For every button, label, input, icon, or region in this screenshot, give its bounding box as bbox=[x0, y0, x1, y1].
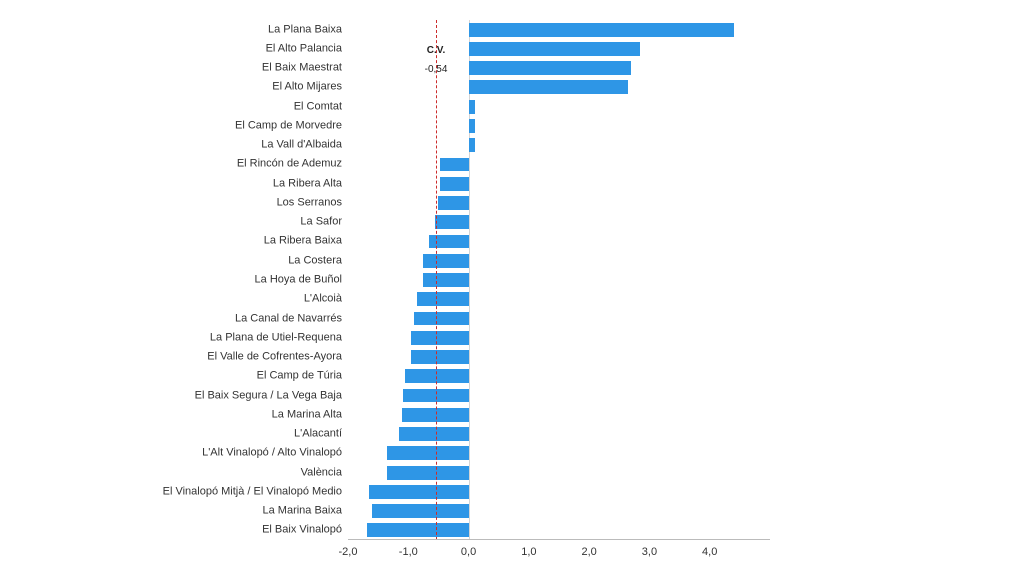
category-label: El Vinalopó Mitjà / El Vinalopó Medio bbox=[163, 486, 342, 497]
x-tick-label: 4,0 bbox=[702, 540, 717, 558]
category-label: València bbox=[301, 467, 342, 478]
category-label: El Camp de Túria bbox=[257, 371, 342, 382]
category-label: Los Serranos bbox=[277, 197, 342, 208]
bar bbox=[411, 350, 468, 364]
category-label: El Baix Maestrat bbox=[262, 63, 342, 74]
category-label: La Vall d'Albaida bbox=[261, 140, 342, 151]
bar-row: La Marina Alta bbox=[348, 405, 770, 424]
category-label: El Baix Segura / La Vega Baja bbox=[195, 390, 342, 401]
category-label: El Alto Palancia bbox=[266, 43, 342, 54]
category-label: El Camp de Morvedre bbox=[235, 120, 342, 131]
category-label: L'Alacantí bbox=[294, 429, 342, 440]
bar-row: La Plana de Utiel-Requena bbox=[348, 328, 770, 347]
bar bbox=[423, 273, 468, 287]
category-label: La Ribera Alta bbox=[273, 178, 342, 189]
bar bbox=[469, 138, 475, 152]
bar bbox=[469, 61, 632, 75]
bar-row: El Baix Vinalopó bbox=[348, 521, 770, 540]
x-tick-label: 0,0 bbox=[461, 540, 476, 558]
category-label: La Safor bbox=[300, 217, 342, 228]
category-label: L'Alt Vinalopó / Alto Vinalopó bbox=[202, 448, 342, 459]
bar-row: El Comtat bbox=[348, 97, 770, 116]
bar bbox=[469, 23, 734, 37]
bar-row: València bbox=[348, 463, 770, 482]
bar-row: El Baix Maestrat bbox=[348, 59, 770, 78]
bar-row: El Alto Mijares bbox=[348, 78, 770, 97]
bar bbox=[440, 158, 469, 172]
bar-row: La Safor bbox=[348, 213, 770, 232]
bar-row: La Canal de Navarrés bbox=[348, 309, 770, 328]
bar-row: La Plana Baixa bbox=[348, 20, 770, 39]
bar-row: L'Alacantí bbox=[348, 424, 770, 443]
x-tick-label: -2,0 bbox=[339, 540, 358, 558]
bar-row: El Valle de Cofrentes-Ayora bbox=[348, 347, 770, 366]
chart-container: La Plana BaixaEl Alto PalanciaEl Baix Ma… bbox=[0, 0, 1024, 576]
bar-row: El Baix Segura / La Vega Baja bbox=[348, 386, 770, 405]
category-label: El Alto Mijares bbox=[272, 82, 342, 93]
bar-row: La Ribera Alta bbox=[348, 174, 770, 193]
reference-value: -0,54 bbox=[425, 64, 448, 75]
bar bbox=[438, 196, 468, 210]
bar bbox=[435, 215, 468, 229]
bar-row: Los Serranos bbox=[348, 193, 770, 212]
category-label: La Marina Baixa bbox=[263, 506, 343, 517]
bar bbox=[367, 523, 468, 537]
bar bbox=[440, 177, 469, 191]
category-label: La Plana de Utiel-Requena bbox=[210, 332, 342, 343]
bar bbox=[417, 292, 468, 306]
bar bbox=[369, 485, 468, 499]
bar-row: El Alto Palancia bbox=[348, 39, 770, 58]
category-label: La Marina Alta bbox=[272, 409, 342, 420]
category-label: La Costera bbox=[288, 255, 342, 266]
bar bbox=[387, 466, 468, 480]
category-label: La Hoya de Buñol bbox=[255, 274, 342, 285]
category-label: El Baix Vinalopó bbox=[262, 525, 342, 536]
bar-row: La Vall d'Albaida bbox=[348, 136, 770, 155]
category-label: El Valle de Cofrentes-Ayora bbox=[207, 352, 342, 363]
bar-row: L'Alcoià bbox=[348, 290, 770, 309]
bar-row: El Camp de Túria bbox=[348, 367, 770, 386]
bar bbox=[372, 504, 468, 518]
reference-label: C.V. bbox=[427, 45, 446, 58]
category-label: La Ribera Baixa bbox=[264, 236, 342, 247]
bar-row: La Marina Baixa bbox=[348, 501, 770, 520]
x-tick-label: 2,0 bbox=[581, 540, 596, 558]
bar-row: El Rincón de Ademuz bbox=[348, 155, 770, 174]
bar bbox=[469, 42, 641, 56]
bar bbox=[411, 331, 468, 345]
bar-row: L'Alt Vinalopó / Alto Vinalopó bbox=[348, 444, 770, 463]
category-label: El Comtat bbox=[294, 101, 342, 112]
category-label: L'Alcoià bbox=[304, 294, 342, 305]
bar-row: La Ribera Baixa bbox=[348, 232, 770, 251]
bar-row: El Camp de Morvedre bbox=[348, 116, 770, 135]
bar bbox=[469, 119, 475, 133]
x-tick-label: -1,0 bbox=[399, 540, 418, 558]
bar bbox=[387, 446, 468, 460]
bar bbox=[414, 312, 468, 326]
x-tick-label: 3,0 bbox=[642, 540, 657, 558]
category-label: La Canal de Navarrés bbox=[235, 313, 342, 324]
bar-row: La Costera bbox=[348, 251, 770, 270]
bar bbox=[399, 427, 468, 441]
x-tick-label: 1,0 bbox=[521, 540, 536, 558]
bar bbox=[423, 254, 468, 268]
category-label: La Plana Baixa bbox=[268, 24, 342, 35]
bar-row: El Vinalopó Mitjà / El Vinalopó Medio bbox=[348, 482, 770, 501]
plot-area: La Plana BaixaEl Alto PalanciaEl Baix Ma… bbox=[348, 20, 770, 540]
bar bbox=[469, 80, 629, 94]
reference-line bbox=[436, 20, 437, 540]
category-label: El Rincón de Ademuz bbox=[237, 159, 342, 170]
bar bbox=[469, 100, 475, 114]
bar-row: La Hoya de Buñol bbox=[348, 270, 770, 289]
